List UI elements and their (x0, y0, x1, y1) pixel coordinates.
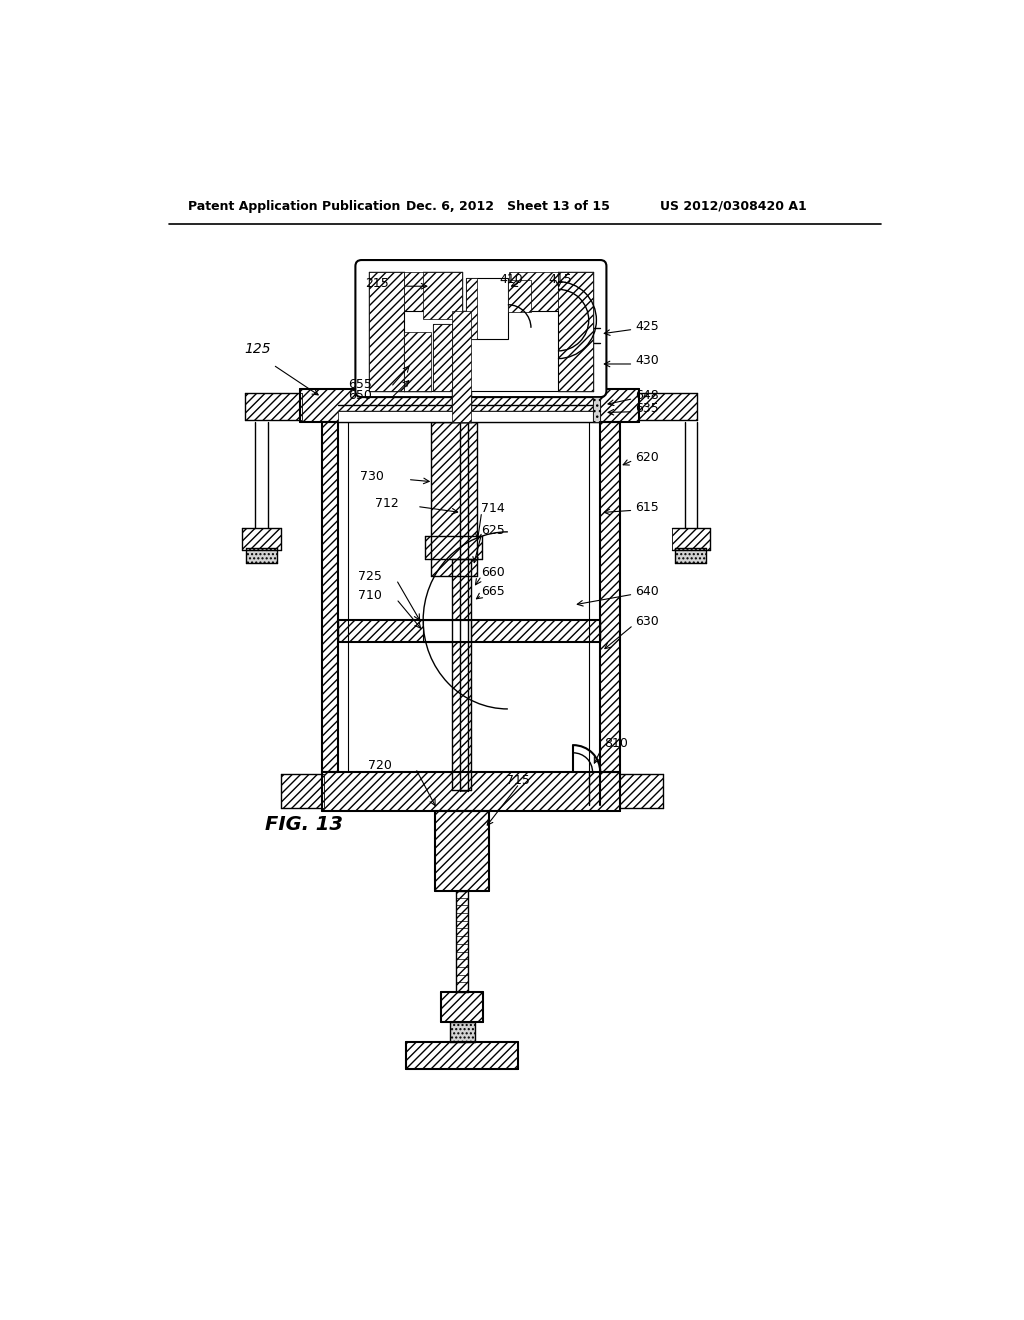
Text: Dec. 6, 2012   Sheet 13 of 15: Dec. 6, 2012 Sheet 13 of 15 (407, 199, 610, 213)
Bar (600, 422, 620, 772)
Bar (407, 1041, 518, 1069)
Bar (431, 422, 477, 576)
Bar (403, 331, 431, 391)
Bar (453, 312, 471, 422)
Bar (281, 775, 324, 808)
Bar (433, 323, 453, 391)
Bar (466, 277, 477, 339)
Text: 625: 625 (481, 524, 505, 537)
Text: 715: 715 (506, 774, 530, 787)
Bar (441, 991, 483, 1022)
Bar (509, 272, 558, 312)
Bar (435, 810, 488, 891)
Bar (593, 397, 600, 422)
Bar (620, 775, 663, 808)
Bar (675, 548, 706, 564)
Bar (508, 280, 531, 313)
Text: 410: 410 (500, 273, 523, 286)
Text: 712: 712 (376, 496, 399, 510)
Bar (245, 393, 302, 420)
Bar (433, 323, 453, 391)
Text: 650: 650 (348, 389, 372, 403)
Bar (672, 528, 711, 549)
Text: 810: 810 (604, 737, 628, 750)
Text: 425: 425 (635, 319, 658, 333)
Text: 630: 630 (635, 615, 658, 628)
Text: 430: 430 (635, 354, 658, 367)
Text: FIG. 13: FIG. 13 (265, 814, 343, 834)
Text: 655: 655 (348, 378, 372, 391)
Bar (593, 397, 600, 422)
Bar (453, 558, 471, 789)
Bar (600, 412, 620, 767)
Bar (423, 620, 471, 642)
Bar (370, 272, 403, 391)
Bar (246, 548, 276, 564)
Text: 714: 714 (481, 502, 505, 515)
Bar (558, 272, 593, 391)
Bar (471, 620, 600, 642)
Text: US 2012/0308420 A1: US 2012/0308420 A1 (660, 199, 807, 213)
Text: 415: 415 (549, 273, 572, 286)
Text: 635: 635 (635, 403, 658, 416)
Bar (466, 277, 508, 339)
Bar (403, 312, 558, 391)
Bar (322, 772, 620, 810)
Text: 710: 710 (357, 589, 382, 602)
Bar (425, 536, 482, 558)
Bar (322, 422, 339, 772)
Bar (460, 422, 468, 791)
Bar (423, 272, 462, 318)
Text: 615: 615 (635, 500, 658, 513)
FancyBboxPatch shape (355, 260, 606, 397)
Text: 640: 640 (635, 585, 658, 598)
Bar (403, 272, 451, 312)
Text: 665: 665 (481, 585, 505, 598)
Bar (457, 891, 468, 991)
Text: 725: 725 (357, 570, 382, 583)
Text: 125: 125 (245, 342, 271, 356)
Bar (451, 1022, 475, 1041)
Bar (339, 411, 600, 422)
Text: 648: 648 (635, 389, 658, 403)
Bar (339, 620, 423, 642)
Bar (639, 393, 696, 420)
Bar (339, 422, 600, 772)
Bar (243, 528, 281, 549)
Text: 660: 660 (481, 566, 505, 579)
Bar (300, 389, 639, 422)
Text: 720: 720 (368, 759, 391, 772)
Text: 620: 620 (635, 450, 658, 463)
Bar (322, 412, 339, 767)
Text: 215: 215 (366, 277, 389, 289)
Text: 730: 730 (360, 470, 384, 483)
Text: Patent Application Publication: Patent Application Publication (188, 199, 400, 213)
